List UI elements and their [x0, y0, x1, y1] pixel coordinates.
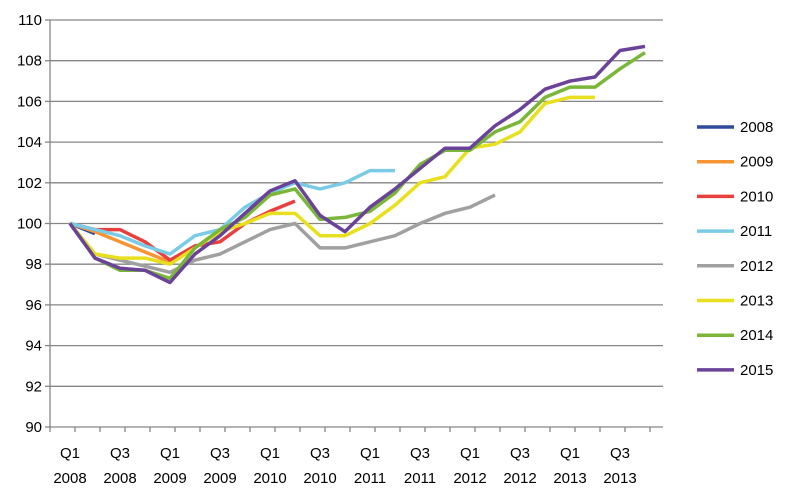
legend-label-2008: 2008: [740, 119, 773, 136]
legend-label-2009: 2009: [740, 154, 773, 171]
y-tick-label: 104: [17, 134, 42, 151]
series-line-2011: [69, 168, 395, 256]
x-tick-label: 2009: [153, 470, 186, 487]
x-tick-label: 2012: [453, 470, 486, 487]
legend-label-2013: 2013: [740, 293, 773, 310]
legend-label-2014: 2014: [740, 327, 773, 344]
y-tick-label: 110: [18, 12, 42, 29]
y-tick-label: 102: [17, 175, 42, 192]
x-tick-label: Q1: [360, 445, 380, 462]
legend-label-2012: 2012: [740, 258, 773, 275]
x-tick-label: Q3: [210, 445, 230, 462]
x-tick-label: 2008: [53, 470, 86, 487]
x-tick-label: Q1: [260, 445, 280, 462]
y-tick-label: 94: [25, 338, 42, 355]
x-tick-label: Q3: [510, 445, 530, 462]
y-tick-label: 108: [17, 53, 42, 70]
legend-label-2015: 2015: [740, 362, 773, 379]
x-tick-label: Q3: [610, 445, 630, 462]
legend-label-2010: 2010: [740, 188, 773, 205]
x-tick-label: Q1: [160, 445, 180, 462]
y-tick-label: 90: [25, 419, 42, 436]
y-tick-label: 96: [25, 297, 42, 314]
x-tick-label: Q1: [460, 445, 480, 462]
x-tick-label: 2010: [303, 470, 336, 487]
series-line-2012: [68, 193, 496, 275]
legend-label-2011: 2011: [740, 223, 772, 240]
x-tick-label: 2010: [253, 470, 286, 487]
x-tick-label: 2013: [603, 470, 636, 487]
series-line-2014: [68, 51, 646, 281]
x-tick-label: 2011: [354, 470, 386, 487]
x-tick-label: 2008: [103, 470, 136, 487]
x-tick-label: 2013: [553, 470, 586, 487]
x-tick-label: 2012: [503, 470, 536, 487]
x-tick-label: Q3: [310, 445, 330, 462]
series-line-2013: [68, 95, 595, 266]
x-tick-label: Q3: [110, 445, 130, 462]
x-tick-label: Q3: [410, 445, 430, 462]
x-tick-label: Q1: [560, 445, 580, 462]
x-tick-label: 2011: [404, 470, 436, 487]
y-tick-label: 92: [25, 378, 42, 395]
y-tick-label: 106: [17, 93, 42, 110]
series-line-2015: [68, 44, 646, 285]
x-tick-label: Q1: [60, 445, 80, 462]
y-tick-label: 98: [25, 256, 42, 273]
x-tick-label: 2009: [203, 470, 236, 487]
y-tick-label: 100: [17, 216, 42, 233]
